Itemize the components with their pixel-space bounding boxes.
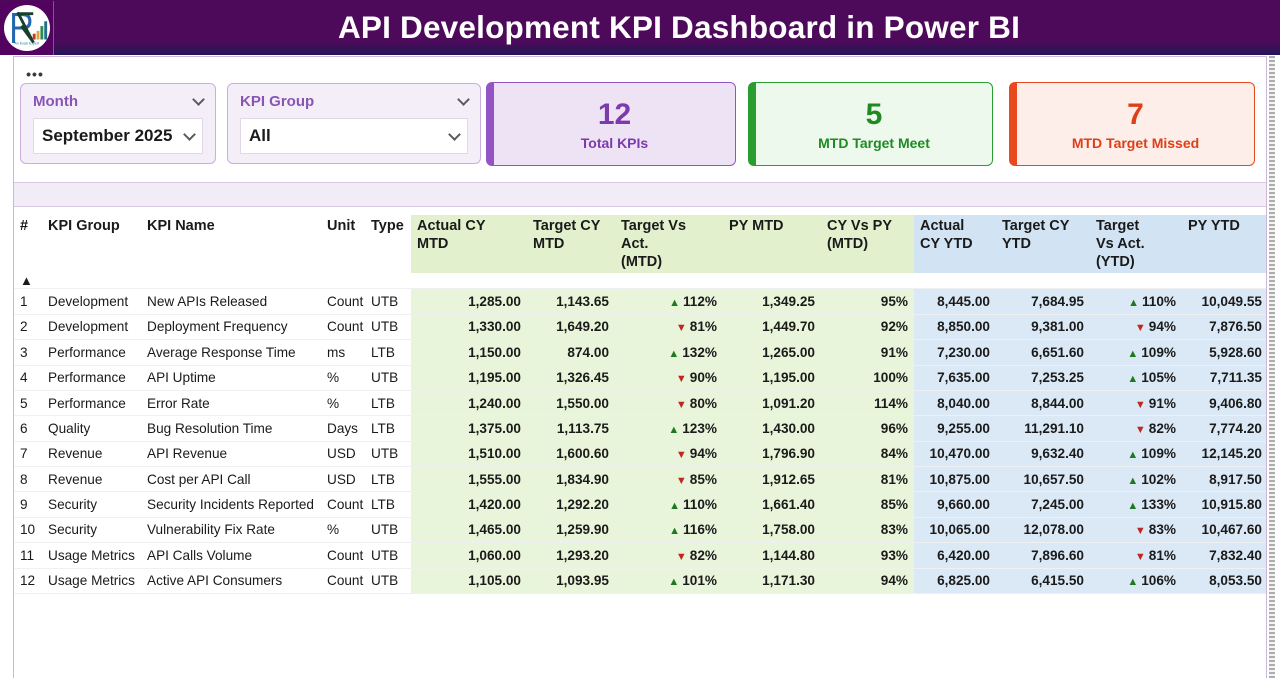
svg-text:An Excel Expert: An Excel Expert (14, 41, 39, 45)
